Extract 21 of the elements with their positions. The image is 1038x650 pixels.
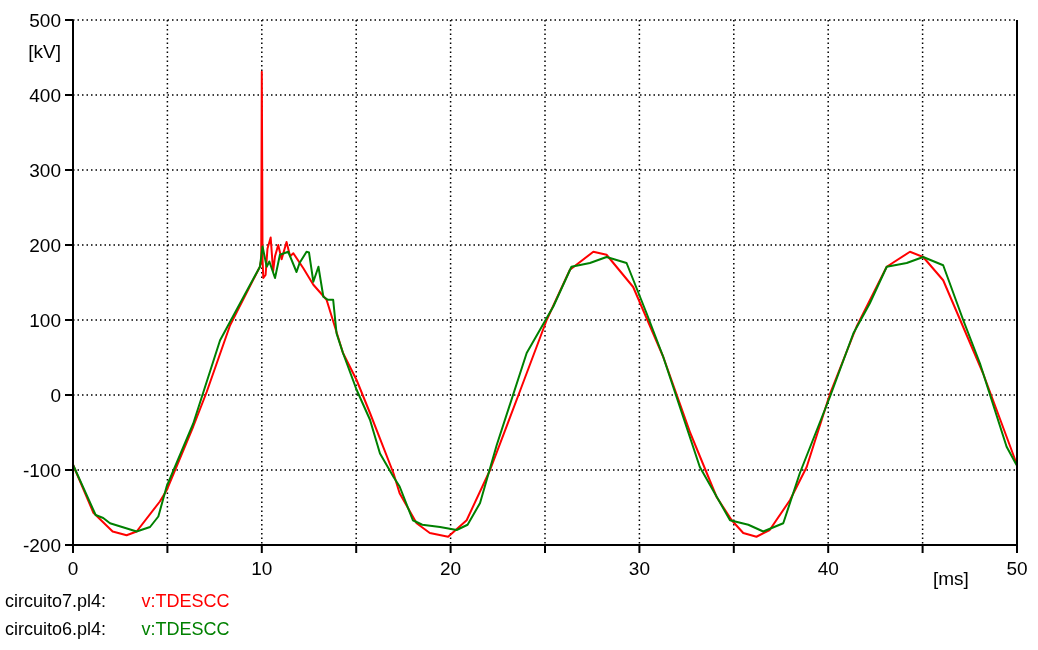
y-tick-label: -100: [22, 460, 61, 481]
y-tick-label: 500: [29, 10, 61, 31]
x-axis-title: [ms]: [932, 568, 969, 589]
y-axis-title: [kV]: [28, 41, 61, 62]
y-tick-label: 300: [29, 160, 61, 181]
x-tick-label: 20: [440, 558, 462, 579]
y-tick-label: 100: [29, 310, 61, 331]
x-tick-label: 0: [67, 558, 79, 579]
line-series: [72, 245, 1018, 533]
x-tick-label: 10: [251, 558, 273, 579]
y-tick-label: 0: [50, 385, 61, 406]
y-tick-label: 200: [29, 235, 61, 256]
x-tick-label: 30: [628, 558, 650, 579]
text: v:TDESCC: [141, 591, 230, 611]
y-tick-label: 400: [29, 85, 61, 106]
text: circuito6.pl4:: [5, 619, 107, 639]
x-tick-label: 50: [1006, 558, 1028, 579]
y-tick-label: -200: [22, 535, 61, 556]
text: circuito7.pl4:: [5, 591, 107, 611]
x-tick-label: 40: [817, 558, 839, 579]
text: v:TDESCC: [141, 619, 230, 639]
